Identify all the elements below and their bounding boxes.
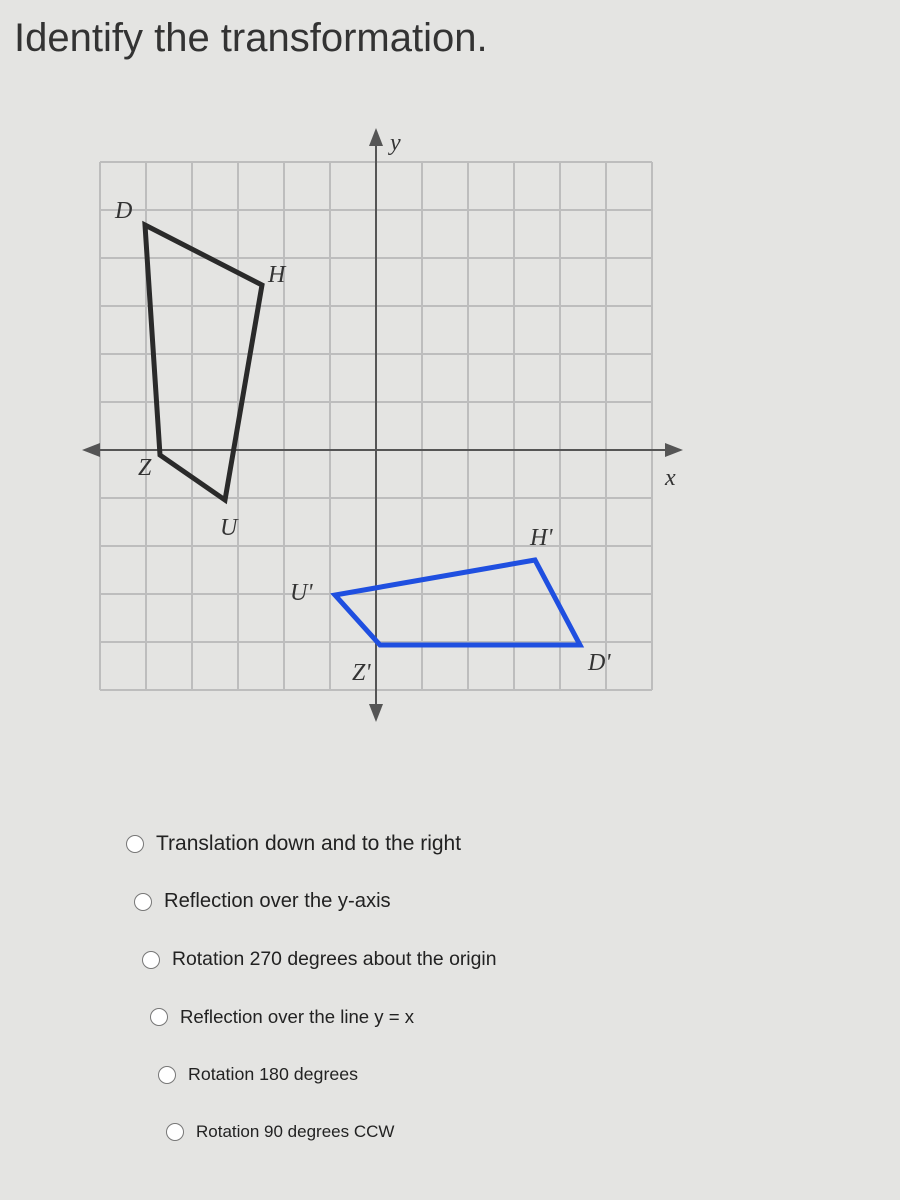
option-text: Rotation 180 degrees bbox=[188, 1064, 359, 1084]
radio-button[interactable] bbox=[166, 1123, 184, 1141]
vertex-label: U' bbox=[290, 580, 313, 606]
vertex-label: Z bbox=[138, 455, 152, 481]
option-text: Translation down and to the right bbox=[156, 832, 462, 855]
vertex-label: H bbox=[267, 262, 287, 288]
option-text: Rotation 90 degrees CCW bbox=[196, 1122, 395, 1141]
vertex-label: H' bbox=[529, 525, 553, 551]
option[interactable]: Rotation 90 degrees CCW bbox=[166, 1122, 394, 1142]
option-text: Rotation 270 degrees about the origin bbox=[172, 948, 497, 970]
image-figure bbox=[330, 557, 585, 648]
option[interactable]: Reflection over the y-axis bbox=[134, 890, 391, 913]
radio-button[interactable] bbox=[158, 1065, 176, 1084]
graph: y x D H Z U H' U' Z' D' bbox=[82, 128, 683, 722]
option[interactable]: Reflection over the line y = x bbox=[150, 1006, 414, 1028]
vertex-label: D' bbox=[587, 650, 611, 676]
option[interactable]: Rotation 270 degrees about the origin bbox=[142, 948, 497, 971]
vertex-label: U bbox=[220, 515, 239, 541]
axis-label: y bbox=[388, 130, 401, 156]
question-title: Identify the transformation. bbox=[14, 16, 488, 60]
vertex-label: D bbox=[114, 198, 132, 224]
option[interactable]: Rotation 180 degrees bbox=[158, 1064, 358, 1085]
arrow bbox=[665, 443, 683, 457]
option[interactable]: Translation down and to the right bbox=[126, 832, 461, 856]
option-text: Reflection over the line y = x bbox=[180, 1006, 415, 1027]
vertex-label: Z' bbox=[352, 660, 371, 686]
original-figure bbox=[142, 220, 265, 505]
radio-button[interactable] bbox=[150, 1008, 168, 1026]
arrow bbox=[369, 704, 383, 722]
arrow bbox=[82, 443, 100, 457]
axis-label: x bbox=[664, 465, 676, 491]
arrow bbox=[369, 128, 383, 146]
option-text: Reflection over the y-axis bbox=[164, 890, 391, 912]
radio-button[interactable] bbox=[142, 950, 160, 969]
radio-button[interactable] bbox=[134, 892, 152, 911]
radio-button[interactable] bbox=[126, 835, 144, 853]
